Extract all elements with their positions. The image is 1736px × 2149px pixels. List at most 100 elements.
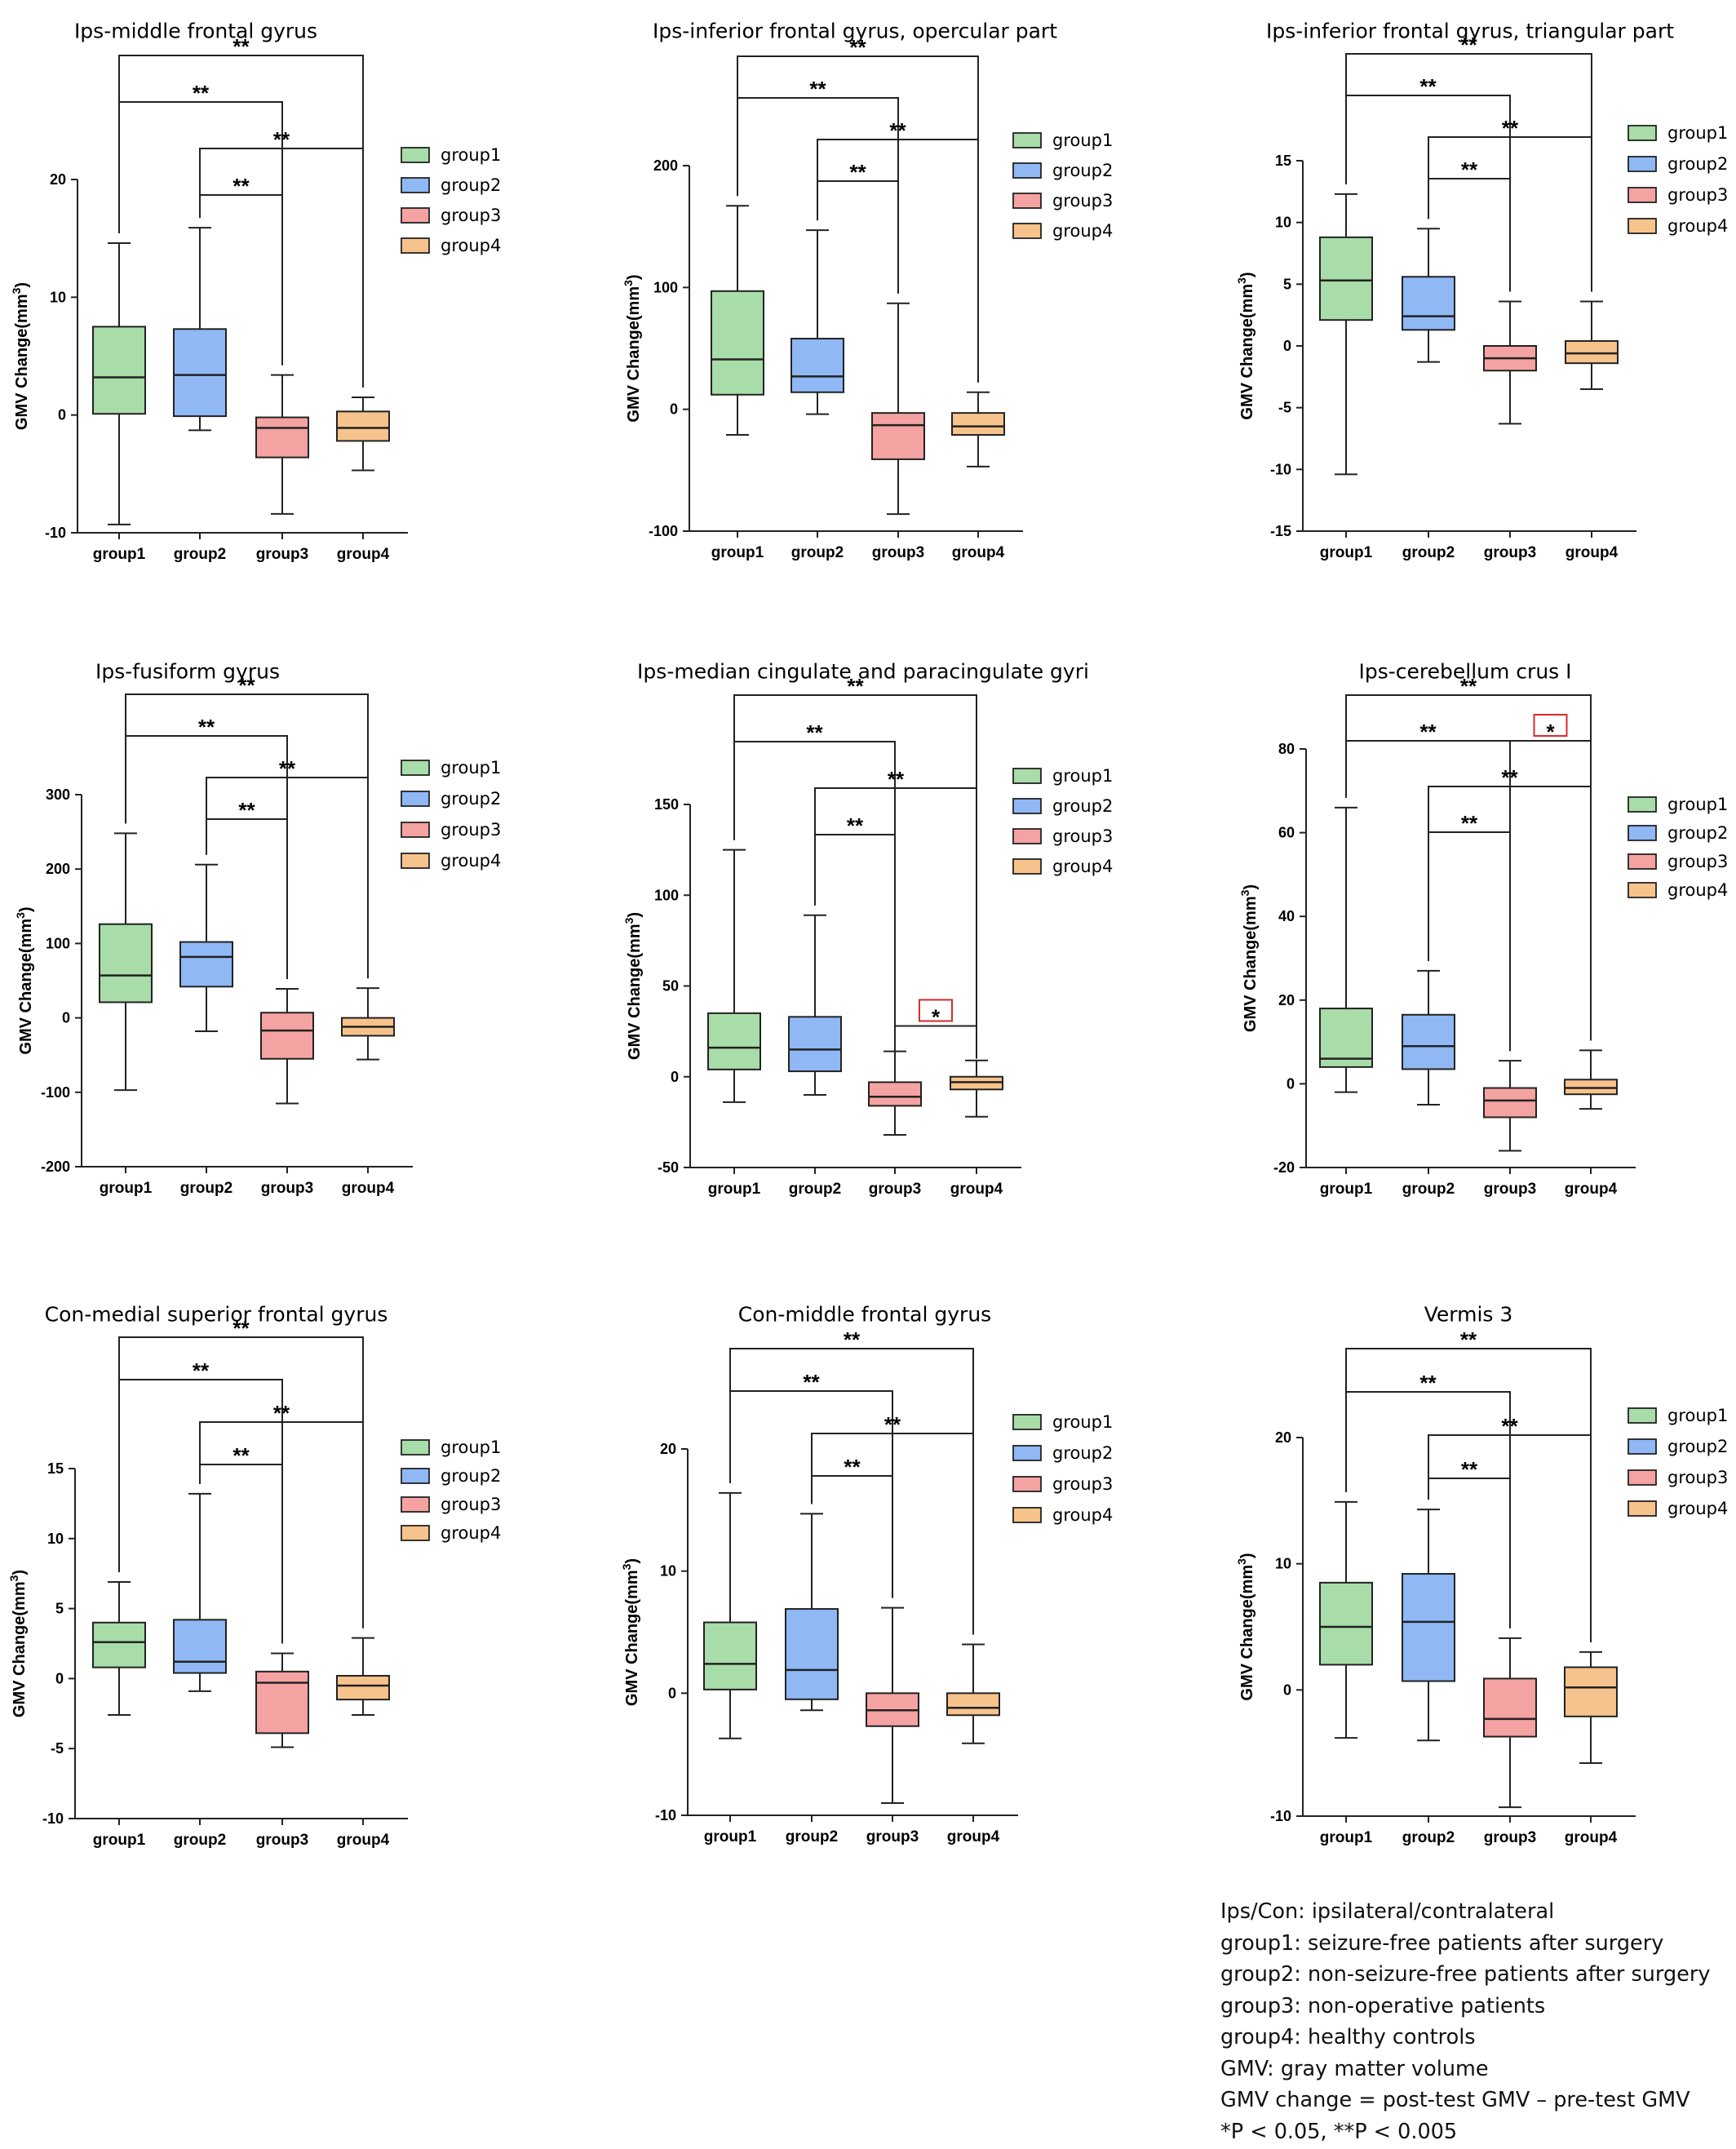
x-tick-label: group4 bbox=[947, 1828, 1000, 1845]
y-axis-label: GMV Change(mm3) bbox=[622, 912, 644, 1060]
x-tick-label: group2 bbox=[180, 1180, 232, 1197]
y-tick-label: -100 bbox=[649, 523, 678, 539]
bracket-line bbox=[1428, 178, 1511, 292]
x-tick-label: group1 bbox=[711, 544, 764, 561]
box-group2 bbox=[179, 863, 233, 1033]
y-tick-label: 200 bbox=[46, 861, 70, 877]
iqr-box bbox=[790, 338, 844, 393]
x-tick-label: group4 bbox=[950, 1181, 1003, 1198]
y-tick-label: -10 bbox=[1270, 461, 1291, 477]
legend-item-group1: group1 bbox=[1012, 766, 1113, 786]
legend-item-group3: group3 bbox=[1012, 1474, 1113, 1494]
legend-item-group3: group3 bbox=[1628, 1468, 1728, 1487]
legend-label: group2 bbox=[1052, 796, 1113, 816]
significance-label: * bbox=[1546, 720, 1555, 744]
legend-swatch bbox=[1012, 1414, 1042, 1430]
significance-bracket: ** bbox=[199, 1443, 283, 1644]
note-line: group4: healthy controls bbox=[1220, 2025, 1476, 2049]
legend-item-group4: group4 bbox=[1012, 221, 1113, 241]
y-tick-label: -10 bbox=[1270, 1808, 1291, 1824]
bracket-line bbox=[737, 55, 979, 383]
y-tick-label: 100 bbox=[654, 887, 679, 903]
legend-item-group4: group4 bbox=[401, 236, 501, 255]
legend-item-group4: group4 bbox=[1628, 1499, 1728, 1518]
chart-title: Con-medial superior frontal gyrus bbox=[45, 1302, 388, 1326]
legend-item-group4: group4 bbox=[1012, 1505, 1113, 1525]
box-group4 bbox=[951, 391, 1005, 467]
box-group1 bbox=[1319, 806, 1373, 1093]
y-tick-label: 0 bbox=[55, 1670, 64, 1686]
legend-swatch bbox=[1628, 1469, 1657, 1486]
box-group1 bbox=[711, 205, 764, 436]
significance-label: ** bbox=[232, 1443, 250, 1468]
significance-bracket: ** bbox=[118, 34, 364, 388]
y-tick-label: 0 bbox=[58, 407, 66, 423]
y-tick-label: 0 bbox=[1283, 338, 1291, 354]
y-tick-label: 100 bbox=[653, 279, 678, 295]
box-group2 bbox=[1402, 1509, 1455, 1742]
significance-bracket: * bbox=[1509, 714, 1592, 1052]
legend-label: group4 bbox=[441, 851, 501, 871]
iqr-box bbox=[1483, 1677, 1537, 1738]
legend-item-group2: group2 bbox=[401, 1466, 501, 1486]
significance-bracket: ** bbox=[199, 174, 283, 366]
legend-swatch bbox=[401, 237, 430, 254]
x-tick-label: group1 bbox=[704, 1828, 757, 1845]
legend-swatch bbox=[1628, 187, 1657, 203]
legend-item-group1: group1 bbox=[1012, 131, 1113, 150]
legend-swatch bbox=[401, 1468, 430, 1484]
bracket-line bbox=[199, 1421, 364, 1628]
bracket-line bbox=[733, 694, 977, 1051]
x-tick-label: group3 bbox=[256, 546, 308, 563]
iqr-box bbox=[1565, 339, 1619, 365]
bracket-line bbox=[817, 139, 979, 383]
legend-label: group2 bbox=[1667, 154, 1728, 174]
y-tick-label: 0 bbox=[671, 1069, 679, 1085]
box-group2 bbox=[173, 1492, 227, 1692]
note-line: *P < 0.05, **P < 0.005 bbox=[1220, 2119, 1458, 2144]
y-tick-label: -20 bbox=[1273, 1159, 1295, 1176]
y-tick-label: 0 bbox=[668, 1685, 676, 1701]
significance-label: ** bbox=[889, 118, 906, 143]
legend-label: group1 bbox=[1052, 766, 1113, 786]
y-tick-label: 300 bbox=[46, 786, 70, 803]
y-tick-label: -100 bbox=[41, 1084, 70, 1101]
significance-highlight-box bbox=[919, 999, 953, 1022]
y-tick-label: 20 bbox=[1275, 1429, 1291, 1446]
significance-label: ** bbox=[849, 160, 866, 184]
significance-label: ** bbox=[884, 1412, 901, 1437]
box-group2 bbox=[1402, 969, 1455, 1106]
legend-item-group3: group3 bbox=[1628, 185, 1728, 205]
significance-label: ** bbox=[1502, 116, 1519, 140]
box-group3 bbox=[1483, 1637, 1537, 1809]
iqr-box bbox=[1319, 1581, 1373, 1666]
significance-label: ** bbox=[238, 798, 255, 822]
x-tick-label: group1 bbox=[1320, 1829, 1373, 1846]
significance-label: ** bbox=[1460, 674, 1477, 698]
legend-item-group2: group2 bbox=[1012, 161, 1113, 180]
note-line: group1: seizure-free patients after surg… bbox=[1220, 1930, 1664, 1956]
legend-item-group1: group1 bbox=[1628, 795, 1728, 814]
chart-title: Con-middle frontal gyrus bbox=[738, 1302, 991, 1326]
box-group2 bbox=[788, 914, 842, 1096]
legend-swatch bbox=[1012, 1476, 1042, 1492]
significance-label: ** bbox=[198, 715, 215, 739]
x-tick-label: group3 bbox=[866, 1828, 919, 1845]
iqr-box bbox=[173, 1619, 227, 1674]
legend-swatch bbox=[1628, 125, 1657, 141]
significance-label: ** bbox=[1419, 1371, 1437, 1395]
iqr-box bbox=[871, 412, 925, 460]
legend-label: group4 bbox=[1667, 1499, 1728, 1518]
box-group1 bbox=[1319, 1500, 1373, 1739]
iqr-box bbox=[707, 1012, 761, 1070]
iqr-box bbox=[1402, 1573, 1455, 1682]
box-group3 bbox=[868, 1050, 922, 1136]
legend-item-group2: group2 bbox=[1628, 1437, 1728, 1456]
chart-panel-2: Ips-inferior frontal gyrus, opercular pa… bbox=[622, 19, 1113, 561]
legend-swatch bbox=[1012, 828, 1042, 844]
bracket-line bbox=[814, 834, 896, 1042]
x-tick-label: group4 bbox=[1566, 544, 1619, 561]
y-tick-label: 10 bbox=[660, 1563, 676, 1580]
bracket-line bbox=[1428, 831, 1511, 1052]
significance-label: ** bbox=[1460, 1327, 1477, 1352]
